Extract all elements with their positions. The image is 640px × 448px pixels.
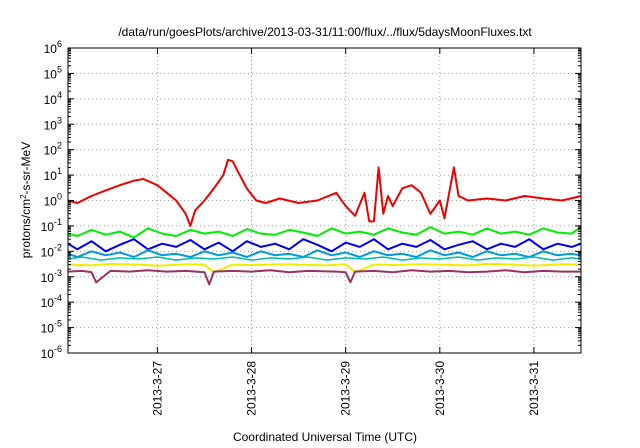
y-tick-label: 106 (44, 39, 62, 56)
x-tick-label: 2013-3-28 (245, 361, 259, 416)
y-tick-label-exp: 6 (57, 39, 62, 49)
y-tick-label: 10-6 (41, 344, 62, 361)
y-tick-label-exp: 3 (57, 115, 62, 125)
y-tick-label-base: 10 (44, 144, 58, 158)
x-tick-label: 2013-3-31 (527, 361, 541, 416)
y-tick-label-base: 10 (44, 195, 58, 209)
x-tick-label: 2013-3-30 (433, 361, 447, 416)
plot-frame (67, 47, 582, 354)
y-tick-label: 103 (44, 115, 62, 132)
series-line (67, 249, 582, 258)
y-tick-label: 10-2 (41, 242, 62, 259)
y-tick-label-exp: -2 (54, 242, 62, 252)
y-tick-label: 104 (44, 90, 62, 107)
y-tick-label-base: 10 (44, 169, 58, 183)
y-tick-label-exp: -4 (54, 293, 62, 303)
y-tick-label: 10-3 (41, 268, 62, 285)
y-tick-label-base: 10 (41, 296, 55, 310)
y-tick-label: 101 (44, 166, 62, 183)
series-line (67, 226, 582, 239)
x-axis-label: Coordinated Universal Time (UTC) (233, 430, 417, 444)
y-axis-label: protons/cm2-s-sr-MeV (19, 142, 34, 258)
y-tick-label: 10-5 (41, 319, 62, 336)
y-tick-label-exp: -6 (54, 344, 62, 354)
series-line (67, 256, 582, 261)
x-tick-label: 2013-3-27 (150, 361, 164, 416)
axes: 10-610-510-410-310-210-11001011021031041… (41, 39, 581, 416)
y-tick-label: 10-4 (41, 293, 62, 310)
y-tick-label: 10-1 (41, 217, 62, 234)
y-tick-label: 105 (44, 64, 62, 81)
series-group (67, 158, 582, 286)
y-axis-label-pre: protons/cm (19, 199, 33, 258)
y-tick-label: 100 (44, 192, 62, 209)
series-line (67, 158, 582, 227)
x-tick-label: 2013-3-29 (339, 361, 353, 416)
series-line (67, 238, 582, 253)
y-tick-label-exp: 4 (57, 90, 62, 100)
series-line (67, 269, 581, 286)
y-tick-label-base: 10 (41, 220, 55, 234)
y-tick-label-exp: 5 (57, 64, 62, 74)
y-tick-label: 102 (44, 141, 62, 158)
y-tick-label-exp: 0 (57, 192, 62, 202)
y-tick-label-exp: -1 (54, 217, 62, 227)
y-tick-label-base: 10 (41, 347, 55, 361)
y-tick-label-base: 10 (44, 118, 58, 132)
y-tick-label-exp: 2 (57, 141, 62, 151)
y-tick-label-base: 10 (44, 67, 58, 81)
y-tick-label-exp: -3 (54, 268, 62, 278)
y-tick-label-base: 10 (41, 245, 55, 259)
y-tick-label-base: 10 (41, 271, 55, 285)
y-tick-label-exp: -5 (54, 319, 62, 329)
y-axis-label-sup: 2 (19, 194, 28, 199)
y-tick-label-base: 10 (44, 93, 58, 107)
chart-title: /data/run/goesPlots/archive/2013-03-31/1… (118, 25, 532, 39)
y-axis-label-post: -s-sr-MeV (19, 142, 33, 195)
y-tick-label-exp: 1 (57, 166, 62, 176)
series-line (67, 262, 582, 274)
y-tick-label-base: 10 (41, 322, 55, 336)
y-tick-label-base: 10 (44, 42, 58, 56)
